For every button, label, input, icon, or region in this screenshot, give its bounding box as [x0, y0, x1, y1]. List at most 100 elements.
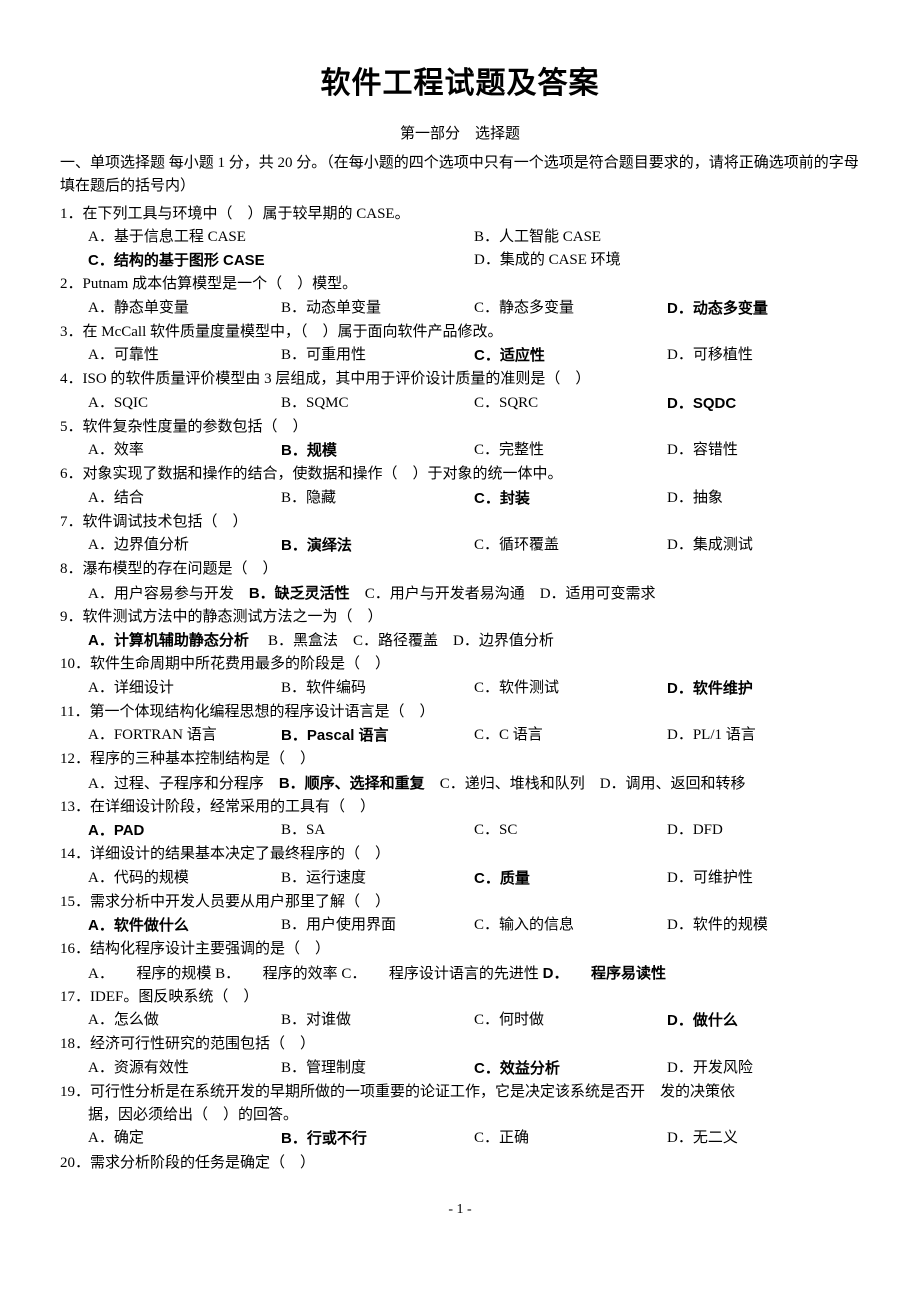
answer-option: A．软件做什么 [88, 917, 189, 934]
option: B．用户使用界面 [281, 914, 474, 938]
option: B．SA [281, 819, 474, 843]
option: C．结构的基于图形 CASE [88, 249, 474, 273]
question: 5．软件复杂性度量的参数包括（ ）A．效率B．规模C．完整性D．容错性 [60, 416, 860, 464]
option: A．结合 [88, 487, 281, 511]
question: 20．需求分析阶段的任务是确定（ ） [60, 1152, 860, 1175]
option: B．软件编码 [281, 677, 474, 701]
options-row: A．FORTRAN 语言B．Pascal 语言C．C 语言D．PL/1 语言 [60, 724, 860, 748]
question-stem: 10．软件生命周期中所花费用最多的阶段是（ ） [60, 653, 860, 676]
option: D．软件的规模 [667, 914, 860, 938]
question-stem: 18．经济可行性研究的范围包括（ ） [60, 1033, 860, 1056]
options-row: A．用户容易参与开发 B．缺乏灵活性 C．用户与开发者易沟通 D．适用可变需求 [60, 582, 860, 606]
answer-option: C．适应性 [474, 347, 545, 364]
question-stem: 7．软件调试技术包括（ ） [60, 511, 860, 534]
question: 13．在详细设计阶段，经常采用的工具有（ ）A．PADB．SAC．SCD．DFD [60, 796, 860, 844]
question-stem: 4．ISO 的软件质量评价模型由 3 层组成，其中用于评价设计质量的准则是（ ） [60, 368, 860, 391]
question-stem: 6．对象实现了数据和操作的结合，使数据和操作（ ）于对象的统一体中。 [60, 463, 860, 486]
answer-option: C．封装 [474, 490, 530, 507]
question-stem: 1．在下列工具与环境中（ ）属于较早期的 CASE。 [60, 203, 860, 226]
question: 12．程序的三种基本控制结构是（ ）A．过程、子程序和分程序 B．顺序、选择和重… [60, 748, 860, 796]
answer-option: B．Pascal 语言 [281, 727, 389, 744]
options-row: A．静态单变量B．动态单变量C．静态多变量D．动态多变量 [60, 297, 860, 321]
option: D．容错性 [667, 439, 860, 463]
option: B．规模 [281, 439, 474, 463]
question-stem: 15．需求分析中开发人员要从用户那里了解（ ） [60, 891, 860, 914]
options-row: A．计算机辅助静态分析 B．黑盒法 C．路径覆盖 D．边界值分析 [60, 629, 860, 653]
option: A．FORTRAN 语言 [88, 724, 281, 748]
options-row: A．软件做什么B．用户使用界面C．输入的信息D．软件的规模 [60, 914, 860, 938]
question: 11．第一个体现结构化编程思想的程序设计语言是（ ）A．FORTRAN 语言B．… [60, 701, 860, 749]
option: B．对谁做 [281, 1009, 474, 1033]
answer-option: B．顺序、选择和重复 [279, 775, 440, 792]
option: A．确定 [88, 1127, 281, 1151]
option: A．代码的规模 [88, 867, 281, 891]
answer-option: D．SQDC [667, 395, 736, 412]
option: A．基于信息工程 CASE [88, 226, 474, 249]
section-instructions: 一、单项选择题 每小题 1 分，共 20 分。（在每小题的四个选项中只有一个选项… [60, 152, 860, 199]
option-inline: A． 程序的规模 B． 程序的效率 C． 程序设计语言的先进性 D． 程序易读性 [88, 962, 860, 986]
option: A．详细设计 [88, 677, 281, 701]
answer-option: C．结构的基于图形 CASE [88, 252, 265, 269]
question-stem: 2．Putnam 成本估算模型是一个（ ）模型。 [60, 273, 860, 296]
answer-option: A．PAD [88, 822, 144, 839]
question-stem: 17．IDEF。图反映系统（ ） [60, 986, 860, 1009]
answer-option: D．软件维护 [667, 680, 753, 697]
option: D．软件维护 [667, 677, 860, 701]
question-stem: 16．结构化程序设计主要强调的是（ ） [60, 938, 860, 961]
option: D．SQDC [667, 392, 860, 416]
question: 15．需求分析中开发人员要从用户那里了解（ ）A．软件做什么B．用户使用界面C．… [60, 891, 860, 939]
options-row: A．确定B．行或不行C．正确D．无二义 [60, 1127, 860, 1151]
option: B．行或不行 [281, 1127, 474, 1151]
option: D．无二义 [667, 1127, 860, 1151]
option: A．可靠性 [88, 344, 281, 368]
answer-option: D．动态多变量 [667, 300, 768, 317]
question: 16．结构化程序设计主要强调的是（ ）A． 程序的规模 B． 程序的效率 C． … [60, 938, 860, 986]
option: B．动态单变量 [281, 297, 474, 321]
question: 10．软件生命周期中所花费用最多的阶段是（ ）A．详细设计B．软件编码C．软件测… [60, 653, 860, 701]
option: C．适应性 [474, 344, 667, 368]
options-row: A．可靠性B．可重用性C．适应性D．可移植性 [60, 344, 860, 368]
options-row: A．基于信息工程 CASEB．人工智能 CASEC．结构的基于图形 CASED．… [60, 226, 860, 274]
options-row: A．过程、子程序和分程序 B．顺序、选择和重复 C．递归、堆栈和队列 D．调用、… [60, 772, 860, 796]
option: A．软件做什么 [88, 914, 281, 938]
question: 3．在 McCall 软件质量度量模型中，（ ）属于面向软件产品修改。A．可靠性… [60, 321, 860, 369]
option: D．可维护性 [667, 867, 860, 891]
option: C．何时做 [474, 1009, 667, 1033]
option: C．封装 [474, 487, 667, 511]
option-inline: A．计算机辅助静态分析 B．黑盒法 C．路径覆盖 D．边界值分析 [88, 629, 860, 653]
question: 1．在下列工具与环境中（ ）属于较早期的 CASE。A．基于信息工程 CASEB… [60, 203, 860, 274]
option: C．正确 [474, 1127, 667, 1151]
question: 9．软件测试方法中的静态测试方法之一为（ ）A．计算机辅助静态分析 B．黑盒法 … [60, 606, 860, 654]
question-stem: 13．在详细设计阶段，经常采用的工具有（ ） [60, 796, 860, 819]
document-title: 软件工程试题及答案 [60, 60, 860, 108]
options-row: A．资源有效性B．管理制度C．效益分析D．开发风险 [60, 1057, 860, 1081]
question-stem: 14．详细设计的结果基本决定了最终程序的（ ） [60, 843, 860, 866]
options-row: A．边界值分析B．演绎法C．循环覆盖D．集成测试 [60, 534, 860, 558]
option: C．C 语言 [474, 724, 667, 748]
option: B．SQMC [281, 392, 474, 416]
answer-option: D． 程序易读性 [543, 965, 666, 982]
option: B．Pascal 语言 [281, 724, 474, 748]
question: 17．IDEF。图反映系统（ ）A．怎么做B．对谁做C．何时做D．做什么 [60, 986, 860, 1034]
option: A．SQIC [88, 392, 281, 416]
question: 7．软件调试技术包括（ ）A．边界值分析B．演绎法C．循环覆盖D．集成测试 [60, 511, 860, 559]
option: C．效益分析 [474, 1057, 667, 1081]
option: B．隐藏 [281, 487, 474, 511]
question-stem: 5．软件复杂性度量的参数包括（ ） [60, 416, 860, 439]
question: 2．Putnam 成本估算模型是一个（ ）模型。A．静态单变量B．动态单变量C．… [60, 273, 860, 321]
options-row: A．怎么做B．对谁做C．何时做D．做什么 [60, 1009, 860, 1033]
options-row: A．结合B．隐藏C．封装D．抽象 [60, 487, 860, 511]
option: B．人工智能 CASE [474, 226, 860, 249]
option: D．做什么 [667, 1009, 860, 1033]
option: C．SQRC [474, 392, 667, 416]
answer-option: D．做什么 [667, 1012, 738, 1029]
question-stem: 20．需求分析阶段的任务是确定（ ） [60, 1152, 860, 1175]
question-stem: 9．软件测试方法中的静态测试方法之一为（ ） [60, 606, 860, 629]
option: C．完整性 [474, 439, 667, 463]
option: B．运行速度 [281, 867, 474, 891]
option: D．动态多变量 [667, 297, 860, 321]
option: D．DFD [667, 819, 860, 843]
options-row: A． 程序的规模 B． 程序的效率 C． 程序设计语言的先进性 D． 程序易读性 [60, 962, 860, 986]
option: A．静态单变量 [88, 297, 281, 321]
options-row: A．详细设计B．软件编码C．软件测试D．软件维护 [60, 677, 860, 701]
